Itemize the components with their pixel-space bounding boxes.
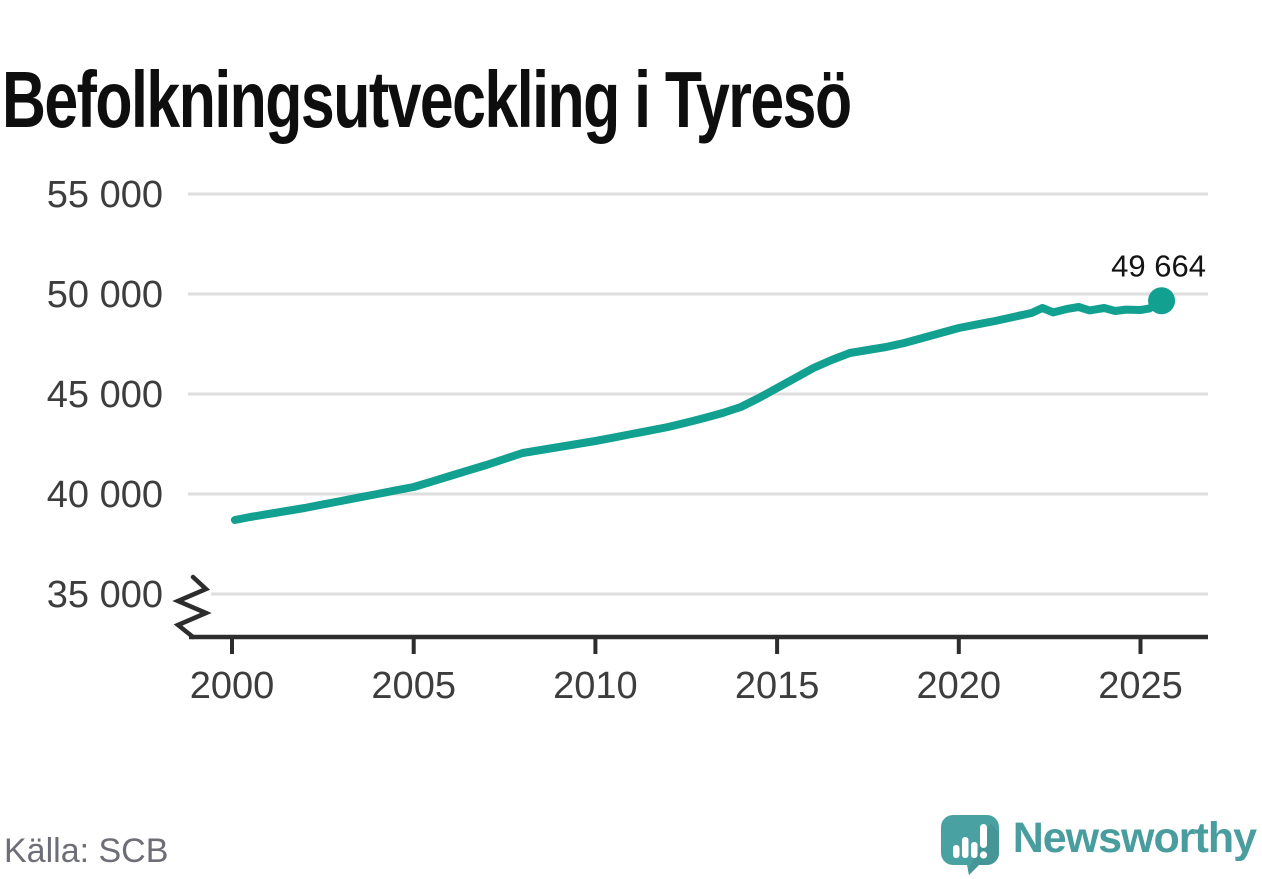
logo-exclamation-dot: [979, 850, 987, 859]
logo-bar-2: [961, 836, 969, 858]
newsworthy-logo: Newsworthy: [940, 814, 1257, 875]
x-axis-label: 2025: [1098, 665, 1183, 707]
axis-break-icon: [172, 574, 212, 640]
y-axis-label: 45 000: [47, 374, 163, 416]
page-title: Befolkningsutveckling i Tyresö: [2, 54, 852, 144]
y-axis-label: 50 000: [47, 274, 163, 316]
logo-bar-1: [952, 844, 960, 858]
x-axis-label: 2005: [371, 665, 456, 707]
latest-point-marker: [1148, 287, 1176, 315]
logo-exclamation-bar: [979, 823, 987, 848]
y-axis-label: 55 000: [47, 174, 163, 216]
x-axis-label: 2020: [917, 665, 1002, 707]
x-axis-label: 2015: [735, 665, 820, 707]
logo-bar-3: [970, 841, 978, 858]
x-axis-label: 2000: [190, 665, 275, 707]
y-axis-label: 35 000: [47, 574, 163, 616]
x-axis-label: 2010: [553, 665, 638, 707]
logo-bubble-shade: [967, 822, 999, 875]
population-line: [230, 296, 1166, 524]
newsworthy-logo-icon: [940, 814, 999, 875]
latest-value-label: 49 664: [1111, 249, 1206, 284]
y-axis-label: 40 000: [47, 474, 163, 516]
newsworthy-logo-text: Newsworthy: [1012, 814, 1257, 862]
source-label: Källa: SCB: [4, 832, 169, 870]
